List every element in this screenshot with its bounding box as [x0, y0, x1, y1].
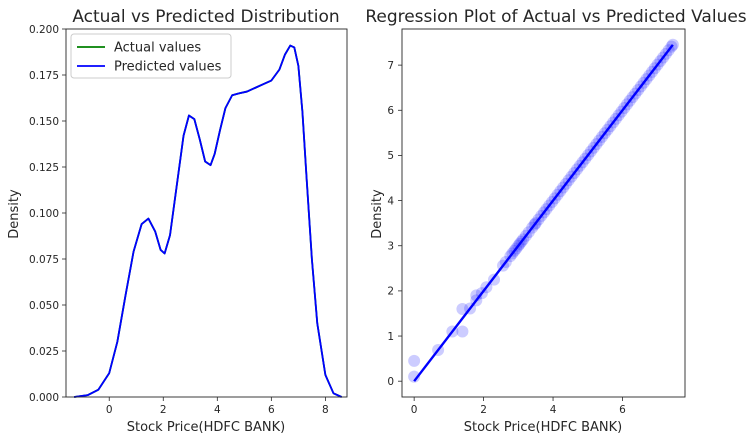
- regression-scatter-point: [408, 370, 421, 383]
- regression-scatter-point: [456, 325, 469, 338]
- kde-legend-box: [70, 33, 232, 79]
- regression-y-tick-label: 3: [387, 241, 394, 253]
- regression-x-tick-label: 2: [480, 404, 487, 416]
- kde-y-tick-label: 0.150: [29, 116, 59, 128]
- regression-x-tick-label: 4: [550, 404, 557, 416]
- kde-x-tick-label: 8: [322, 404, 329, 416]
- kde-y-tick-label: 0.075: [29, 254, 59, 266]
- regression-panel: Regression Plot of Actual vs Predicted V…: [365, 7, 746, 435]
- kde-legend: Actual values Predicted values: [70, 33, 232, 79]
- kde-y-tick-label: 0.175: [29, 70, 59, 82]
- kde-tick-layer: 0 2 4 6 8 0.000 0.025 0.050 0.075 0.100 0.125 0.150…: [29, 24, 329, 416]
- kde-x-tick-label: 6: [268, 404, 275, 416]
- legend-label-predicted-values: Predicted values: [114, 60, 222, 75]
- kde-y-tick-label: 0.100: [29, 208, 59, 220]
- kde-y-axis-label: Density: [7, 189, 22, 239]
- kde-x-tick-label: 2: [160, 404, 167, 416]
- regression-tick-layer: 0 2 4 6 0 1 2 3 4 5 6 7: [387, 60, 626, 416]
- regression-plot-frame: [401, 28, 686, 398]
- kde-chart-title: Actual vs Predicted Distribution: [72, 7, 339, 27]
- kde-y-tick-label: 0.200: [29, 24, 59, 36]
- regression-y-tick-label: 6: [387, 105, 394, 117]
- kde-y-tick-label: 0.050: [29, 300, 59, 312]
- regression-scatter-point: [408, 354, 421, 367]
- kde-x-axis-label: Stock Price(HDFC BANK): [127, 420, 286, 435]
- regression-y-tick-label: 4: [387, 195, 394, 207]
- regression-y-tick-label: 5: [387, 150, 394, 162]
- regression-marks-layer: [408, 38, 679, 383]
- regression-y-tick-label: 0: [387, 376, 394, 388]
- kde-panel: Actual vs Predicted Distribution 0 2 4 6 8 0.…: [7, 7, 348, 435]
- regression-y-axis-label: Density: [370, 189, 385, 239]
- kde-y-tick-label: 0.000: [29, 392, 59, 404]
- regression-y-tick-label: 7: [387, 60, 394, 72]
- kde-y-tick-label: 0.125: [29, 162, 59, 174]
- regression-chart-title: Regression Plot of Actual vs Predicted V…: [365, 7, 746, 27]
- regression-x-tick-label: 0: [411, 404, 418, 416]
- kde-x-tick-label: 4: [214, 404, 221, 416]
- kde-x-tick-label: 0: [106, 404, 113, 416]
- regression-x-tick-label: 6: [619, 404, 626, 416]
- regression-x-axis-label: Stock Price(HDFC BANK): [464, 420, 623, 435]
- kde-plot-frame: [65, 28, 348, 398]
- regression-y-tick-label: 2: [387, 286, 394, 298]
- kde-series-predicted-values-line: [73, 44, 342, 398]
- kde-y-tick-label: 0.025: [29, 346, 59, 358]
- regression-y-tick-label: 1: [387, 331, 394, 343]
- regression-fit-line: [413, 44, 674, 382]
- regression-scatter-point: [456, 302, 469, 315]
- kde-series-layer: [73, 44, 342, 398]
- legend-label-actual-values: Actual values: [114, 41, 201, 56]
